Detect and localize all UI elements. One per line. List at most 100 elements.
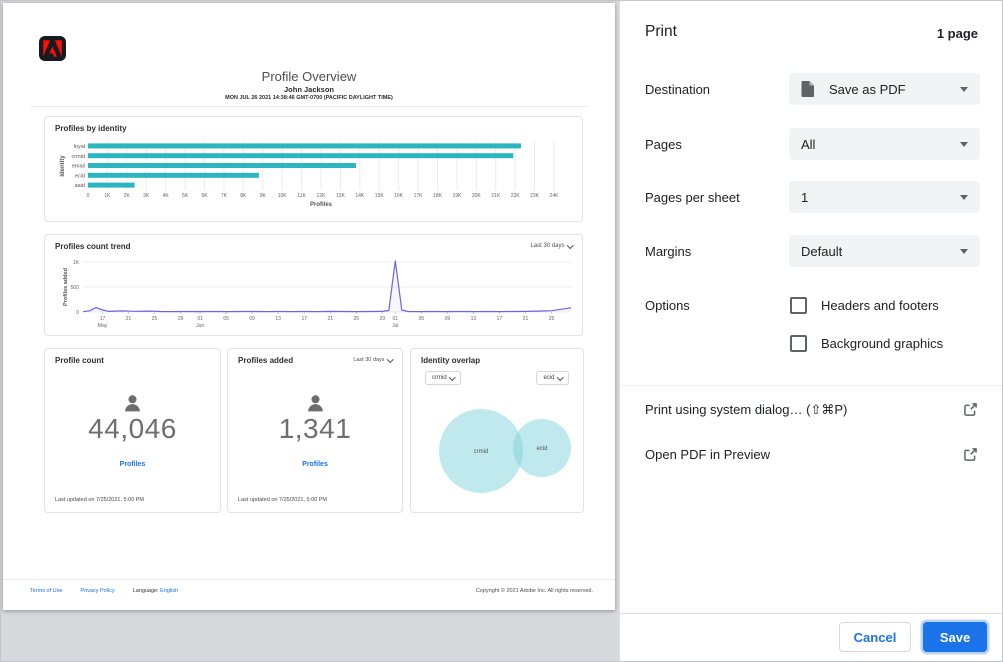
pages-label: Pages [645, 137, 682, 152]
svg-text:25: 25 [353, 316, 359, 322]
identity-overlap-card: Identity overlap crmid ecid crmid ecid [410, 348, 584, 513]
profiles-added-value: 1,341 [278, 413, 352, 444]
svg-text:13: 13 [471, 316, 477, 322]
card-title: Profiles by identity [55, 124, 127, 133]
destination-dropdown[interactable]: Save as PDF [789, 73, 980, 105]
card-title: Profiles added [238, 356, 294, 365]
svg-text:14K: 14K [355, 193, 365, 199]
svg-text:21: 21 [523, 316, 529, 322]
privacy-policy-link[interactable]: Privacy Policy [80, 588, 115, 594]
pages-value: All [801, 136, 816, 152]
print-preview-area: Profile Overview John Jackson MON JUL 26… [1, 1, 619, 661]
svg-text:Profiles added: Profiles added [63, 268, 69, 306]
margins-dropdown[interactable]: Default [789, 235, 980, 267]
profile-count-value: 44,046 [88, 413, 177, 444]
language-link[interactable]: English [160, 588, 179, 594]
svg-text:0: 0 [76, 310, 79, 316]
print-system-dialog-link[interactable]: Print using system dialog… (⇧⌘P) [620, 400, 1002, 422]
dropdown-arrow-icon [960, 141, 968, 147]
svg-text:5K: 5K [182, 193, 189, 199]
svg-text:11K: 11K [297, 193, 306, 199]
svg-text:21K: 21K [491, 193, 501, 199]
dialog-action-bar: Cancel Save [620, 613, 1002, 660]
pages-dropdown[interactable]: All [789, 128, 980, 160]
svg-text:0: 0 [87, 193, 90, 199]
profiles-by-identity-card: Profiles by identity 0 1K 2K 3K 4K 5K 6K 7K 8K 9K… [44, 116, 583, 222]
profiles-link[interactable]: Profiles [119, 461, 146, 468]
selector-value: crmid [432, 375, 447, 381]
headers-footers-label: Headers and footers [821, 298, 939, 313]
open-in-new-icon [963, 402, 978, 422]
chevron-down-icon [448, 374, 456, 381]
svg-text:17: 17 [497, 316, 503, 322]
margins-value: Default [801, 243, 843, 259]
open-pdf-preview-link[interactable]: Open PDF in Preview [620, 445, 1002, 465]
pdf-document-icon [801, 81, 814, 100]
report-author: John Jackson [283, 85, 335, 94]
margins-label: Margins [645, 244, 692, 259]
svg-text:6K: 6K [201, 193, 208, 199]
svg-text:loyal: loyal [74, 144, 85, 150]
card-title: Identity overlap [421, 356, 481, 365]
svg-text:05: 05 [223, 316, 229, 322]
svg-text:Profiles: Profiles [310, 202, 333, 208]
chevron-down-icon [556, 374, 563, 381]
added-range-selector[interactable]: Last 30 days [353, 356, 393, 363]
svg-text:09: 09 [249, 316, 255, 322]
footer-links: Terms of Use Privacy Policy Language: En… [30, 588, 178, 594]
headers-footers-checkbox[interactable] [790, 297, 807, 314]
dropdown-arrow-icon [960, 194, 968, 200]
svg-text:22K: 22K [511, 193, 521, 199]
adobe-a-icon [43, 40, 62, 57]
background-graphics-checkbox[interactable] [790, 335, 807, 352]
adobe-logo [39, 36, 66, 61]
svg-text:20K: 20K [472, 193, 482, 199]
svg-text:17K: 17K [414, 193, 424, 199]
chevron-down-icon [386, 356, 393, 363]
svg-text:9K: 9K [260, 193, 267, 199]
svg-text:25: 25 [549, 316, 555, 322]
card-title: Profiles count trend [55, 242, 131, 251]
svg-text:21: 21 [126, 316, 132, 322]
profiles-by-identity-chart: 0 1K 2K 3K 4K 5K 6K 7K 8K 9K 10K 11K 12K 13K 14K 15K 16K… [60, 141, 560, 208]
svg-text:15K: 15K [375, 193, 385, 199]
svg-text:1K: 1K [73, 260, 80, 266]
card-title: Profile count [55, 356, 104, 365]
overlap-selector-left[interactable]: crmid [425, 371, 462, 385]
svg-text:05: 05 [419, 316, 425, 322]
svg-text:1K: 1K [104, 193, 111, 199]
pages-per-sheet-dropdown[interactable]: 1 [789, 181, 980, 213]
page-count: 1 page [936, 26, 978, 41]
language-label: Language: English [132, 588, 179, 594]
svg-text:2K: 2K [124, 193, 131, 199]
identity-overlap-venn: crmid ecid [439, 409, 571, 493]
svg-text:24K: 24K [550, 193, 560, 199]
cancel-button[interactable]: Cancel [839, 622, 911, 652]
profiles-link[interactable]: Profiles [302, 461, 328, 468]
profiles-added-card: Profiles added Last 30 days 1,341 Profil… [227, 348, 403, 513]
svg-text:ecid: ecid [536, 446, 547, 452]
trend-range-selector[interactable]: Last 30 days [530, 242, 573, 249]
terms-of-use-link[interactable]: Terms of Use [30, 588, 63, 594]
svg-text:email: email [72, 164, 85, 170]
svg-text:25: 25 [152, 316, 158, 322]
section-divider [620, 385, 1002, 386]
svg-text:16K: 16K [394, 193, 404, 199]
svg-text:aaid: aaid [75, 183, 85, 189]
svg-text:Jul: Jul [392, 323, 398, 329]
destination-value: Save as PDF [829, 81, 906, 97]
svg-text:8K: 8K [240, 193, 247, 199]
range-label: Last 30 days [530, 243, 565, 249]
svg-text:17: 17 [301, 316, 307, 322]
overlap-selector-right[interactable]: ecid [536, 371, 569, 385]
last-updated-text: Last updated on 7/25/2021, 5:00 PM [55, 497, 144, 503]
save-button[interactable]: Save [923, 622, 987, 652]
svg-text:29: 29 [178, 316, 184, 322]
destination-label: Destination [645, 82, 711, 97]
dropdown-arrow-icon [960, 86, 968, 92]
svg-text:09: 09 [445, 316, 451, 322]
svg-text:4K: 4K [163, 193, 170, 199]
svg-text:10K: 10K [278, 193, 288, 199]
svg-text:17: 17 [100, 316, 106, 322]
